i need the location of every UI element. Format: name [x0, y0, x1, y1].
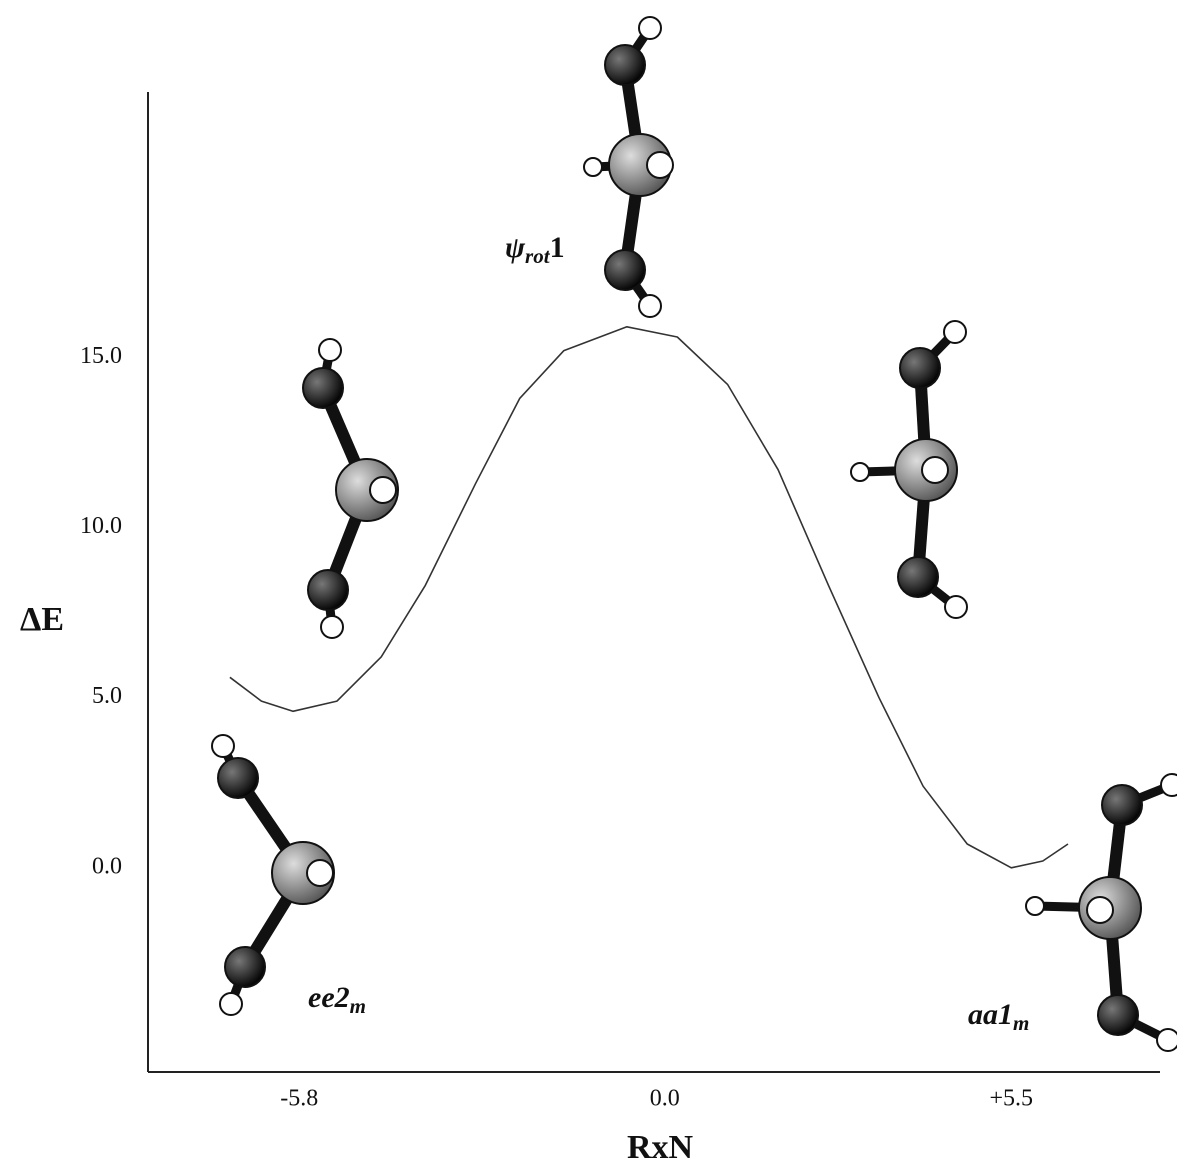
- hydrogen-atom: [1026, 897, 1044, 915]
- oxygen-atom: [308, 570, 348, 610]
- oxygen-atom: [303, 368, 343, 408]
- annotation-main: ψ: [505, 231, 526, 264]
- annotation-main: aa1: [968, 998, 1013, 1031]
- hydrogen-atom: [307, 860, 333, 886]
- hydrogen-atom: [584, 158, 602, 176]
- hydrogen-atom: [639, 17, 661, 39]
- oxygen-atom: [605, 250, 645, 290]
- y-tick-label: 10.0: [80, 513, 122, 539]
- oxygen-atom: [218, 758, 258, 798]
- chart: ΔE RxN 0.0 5.0 10.0 15.0 -5.8 0.0 +5.5 ψrot1 ee2…: [0, 0, 1177, 1167]
- annotation: aa1m: [968, 998, 1029, 1035]
- x-tick-label: -5.8: [280, 1086, 318, 1112]
- hydrogen-atom: [319, 339, 341, 361]
- annotation: ee2m: [308, 981, 366, 1018]
- molecule: [584, 17, 673, 317]
- x-axis-title: RxN: [627, 1129, 694, 1166]
- annotation-subscript: m: [1013, 1011, 1029, 1035]
- annotation: ψrot1: [505, 231, 565, 268]
- annotation-main: ee2: [308, 981, 350, 1014]
- hydrogen-atom: [851, 463, 869, 481]
- oxygen-atom: [605, 45, 645, 85]
- hydrogen-atom: [370, 477, 396, 503]
- annotation-subscript: m: [350, 994, 366, 1018]
- hydrogen-atom: [1161, 774, 1177, 796]
- hydrogen-atom: [321, 616, 343, 638]
- molecule: [851, 321, 967, 618]
- annotation-subscript: rot: [525, 244, 551, 268]
- hydrogen-atom: [945, 596, 967, 618]
- molecule-layer: [212, 17, 1177, 1051]
- y-tick-label: 15.0: [80, 343, 122, 369]
- hydrogen-atom: [1157, 1029, 1177, 1051]
- oxygen-atom: [1102, 785, 1142, 825]
- y-axis-title: ΔE: [20, 601, 64, 638]
- hydrogen-atom: [922, 457, 948, 483]
- y-tick-label: 5.0: [92, 683, 122, 709]
- hydrogen-atom: [1087, 897, 1113, 923]
- molecule: [1026, 774, 1177, 1051]
- molecule: [303, 339, 398, 638]
- hydrogen-atom: [212, 735, 234, 757]
- annotation-suffix: 1: [550, 231, 565, 264]
- hydrogen-atom: [944, 321, 966, 343]
- oxygen-atom: [225, 947, 265, 987]
- oxygen-atom: [1098, 995, 1138, 1035]
- hydrogen-atom: [220, 993, 242, 1015]
- y-tick-label: 0.0: [92, 853, 122, 879]
- molecule: [212, 735, 334, 1015]
- oxygen-atom: [898, 557, 938, 597]
- hydrogen-atom: [647, 152, 673, 178]
- hydrogen-atom: [639, 295, 661, 317]
- x-tick-label: +5.5: [990, 1086, 1034, 1112]
- x-tick-label: 0.0: [650, 1086, 680, 1112]
- oxygen-atom: [900, 348, 940, 388]
